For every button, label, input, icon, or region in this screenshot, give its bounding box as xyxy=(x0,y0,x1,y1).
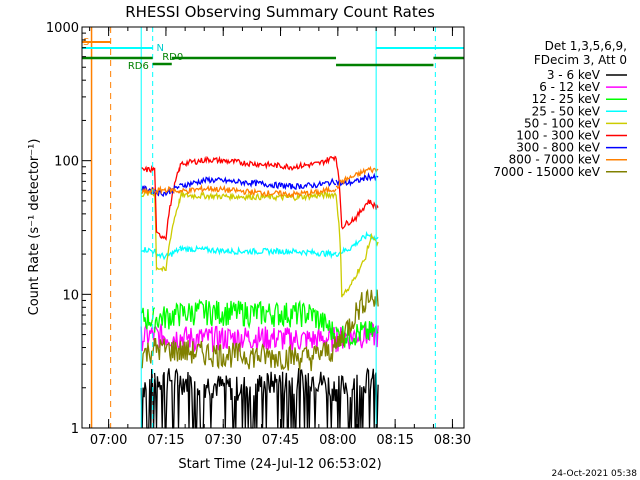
series-line xyxy=(141,288,379,372)
series-line xyxy=(141,172,379,198)
legend-label: 50 - 100 keV xyxy=(524,116,601,130)
legend-label: 7000 - 15000 keV xyxy=(493,165,600,179)
y-axis: 1 10 100 1000 xyxy=(46,21,91,437)
plot-frame xyxy=(81,26,465,429)
saa-label: S xyxy=(83,37,89,48)
legend: Det 1,3,5,6,9, FDecim 3, Att 0 3 - 6 keV… xyxy=(493,39,627,179)
series-line xyxy=(141,155,379,241)
x-tick-label: 07:15 xyxy=(147,433,184,448)
legend-label: 800 - 7000 keV xyxy=(509,153,601,167)
y-tick-label: 10 xyxy=(62,288,79,303)
legend-label: 25 - 50 keV xyxy=(532,104,601,118)
legend-label: 3 - 6 keV xyxy=(547,68,601,82)
series-line xyxy=(141,230,379,261)
y-axis-label: Count Rate (s⁻¹ detector⁻¹) xyxy=(27,139,42,316)
night-label: N xyxy=(156,43,163,54)
x-axis: 07:00 07:15 07:30 07:45 08:00 08:15 08:30 xyxy=(89,27,471,448)
legend-label: 100 - 300 keV xyxy=(516,129,600,143)
x-tick-label: 08:30 xyxy=(434,433,471,448)
legend-label: 300 - 800 keV xyxy=(516,141,600,155)
x-axis-label: Start Time (24-Jul-12 06:53:02) xyxy=(178,457,381,472)
y-tick-label: 100 xyxy=(54,155,79,170)
legend-label: 12 - 25 keV xyxy=(532,92,601,106)
series-line xyxy=(141,189,379,298)
data-series-group xyxy=(140,155,379,429)
x-tick-label: 07:45 xyxy=(262,433,299,448)
x-tick-label: 07:00 xyxy=(90,433,127,448)
rd6-label: RD6 xyxy=(128,61,149,72)
x-tick-label: 07:30 xyxy=(204,433,241,448)
chart-title: RHESSI Observing Summary Count Rates xyxy=(125,3,435,21)
x-tick-label: 08:15 xyxy=(376,433,413,448)
footer-date: 24-Oct-2021 05:38 xyxy=(552,469,638,479)
rd0-label: RD0 xyxy=(162,52,183,63)
legend-header-1: Det 1,3,5,6,9, xyxy=(545,39,627,53)
x-tick-label: 08:00 xyxy=(319,433,356,448)
legend-header-2: FDecim 3, Att 0 xyxy=(534,53,627,67)
y-tick-label: 1 xyxy=(71,422,79,437)
series-line xyxy=(141,165,379,199)
series-line xyxy=(140,367,379,429)
series-line xyxy=(140,298,379,348)
y-tick-label: 1000 xyxy=(46,21,79,36)
legend-label: 6 - 12 keV xyxy=(539,80,601,94)
